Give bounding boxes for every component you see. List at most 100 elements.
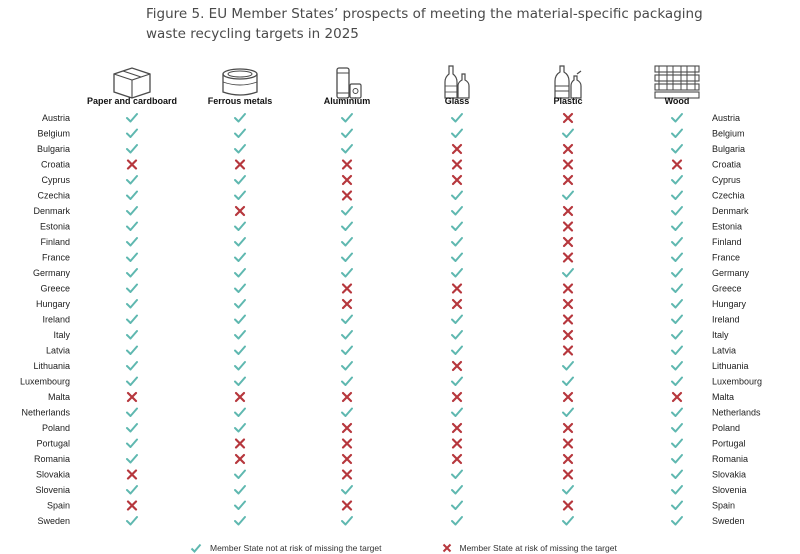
check-mark — [234, 190, 246, 200]
check-mark — [671, 190, 683, 200]
check-mark — [126, 423, 138, 433]
check-mark — [126, 407, 138, 417]
check-mark — [562, 128, 574, 138]
cross-mark — [234, 205, 246, 217]
row-label-left: Slovakia — [36, 470, 70, 480]
legend-item-not-at-risk: Member State not at risk of missing the … — [190, 543, 382, 553]
row-label-left: Belgium — [37, 129, 70, 139]
cross-mark — [562, 422, 574, 434]
cross-mark — [562, 298, 574, 310]
check-mark — [341, 252, 353, 262]
check-mark — [234, 516, 246, 526]
check-mark — [234, 361, 246, 371]
row-label-right: Belgium — [712, 129, 745, 139]
check-mark — [341, 376, 353, 386]
check-mark — [126, 283, 138, 293]
row-label-right: Portugal — [712, 439, 746, 449]
glass-bottles-icon — [444, 65, 470, 99]
check-mark — [126, 314, 138, 324]
check-mark — [562, 190, 574, 200]
check-mark — [671, 221, 683, 231]
check-mark — [341, 485, 353, 495]
check-mark — [671, 454, 683, 464]
check-mark — [671, 299, 683, 309]
check-mark — [671, 376, 683, 386]
check-mark — [562, 376, 574, 386]
check-mark — [341, 516, 353, 526]
row-label-left: Poland — [42, 423, 70, 433]
tin-can-icon — [222, 68, 258, 96]
check-mark — [451, 221, 463, 231]
check-mark — [562, 407, 574, 417]
check-mark — [341, 314, 353, 324]
cross-mark — [562, 252, 574, 263]
cross-mark — [126, 159, 138, 170]
row-label-right: Ireland — [712, 315, 740, 325]
row-label-right: Germany — [712, 268, 750, 278]
check-mark — [341, 113, 353, 123]
check-mark — [126, 268, 138, 278]
cross-mark — [451, 438, 463, 449]
check-mark — [341, 330, 353, 340]
column-header: Aluminium — [324, 96, 371, 106]
cross-mark — [562, 329, 574, 341]
cross-mark — [234, 391, 246, 403]
check-mark — [451, 407, 463, 417]
check-mark — [451, 268, 463, 278]
check-mark — [126, 190, 138, 200]
row-label-right: Czechia — [712, 191, 745, 201]
row-label-left: Cyprus — [41, 175, 70, 185]
row-label-left: Latvia — [46, 346, 70, 356]
row-label-right: Bulgaria — [712, 144, 745, 154]
check-mark — [234, 376, 246, 386]
check-mark — [671, 485, 683, 495]
check-mark — [234, 128, 246, 138]
check-mark — [341, 221, 353, 231]
check-mark — [234, 423, 246, 433]
check-mark — [126, 113, 138, 123]
row-label-right: Netherlands — [712, 408, 761, 418]
column-header: Ferrous metals — [208, 96, 273, 106]
row-label-right: Finland — [712, 237, 742, 247]
cross-mark — [562, 283, 574, 294]
cross-mark — [126, 500, 138, 511]
check-mark — [126, 516, 138, 526]
cross-mark — [341, 190, 353, 201]
row-label-right: Luxembourg — [712, 377, 762, 387]
check-mark — [234, 469, 246, 479]
column-header: Glass — [445, 96, 470, 106]
check-mark — [671, 469, 683, 479]
row-label-left: Germany — [33, 268, 71, 278]
check-mark — [234, 485, 246, 495]
cross-mark — [451, 174, 463, 186]
check-mark — [451, 330, 463, 340]
check-mark — [451, 237, 463, 247]
check-mark — [126, 144, 138, 154]
cross-mark — [234, 159, 246, 170]
row-label-left: Italy — [53, 330, 70, 340]
check-mark — [126, 175, 138, 185]
cross-mark — [451, 422, 463, 434]
cross-mark — [562, 345, 574, 356]
cross-mark — [562, 112, 574, 124]
check-mark — [234, 299, 246, 309]
status-table-chart: Paper and cardboard Ferrous metals Alumini… — [20, 65, 762, 526]
cross-mark — [451, 391, 463, 403]
cross-mark — [234, 438, 246, 449]
check-mark — [126, 485, 138, 495]
check-mark — [671, 314, 683, 324]
cross-mark — [126, 469, 138, 480]
check-mark — [126, 438, 138, 448]
row-label-left: Hungary — [36, 299, 71, 309]
row-label-left: Portugal — [36, 439, 70, 449]
row-label-right: Estonia — [712, 222, 742, 232]
cross-mark — [562, 236, 574, 248]
check-mark — [671, 175, 683, 185]
check-mark — [451, 190, 463, 200]
row-label-left: Finland — [40, 237, 70, 247]
row-label-right: Cyprus — [712, 175, 741, 185]
check-mark — [671, 128, 683, 138]
check-mark — [671, 113, 683, 123]
check-mark — [671, 252, 683, 262]
check-mark — [671, 206, 683, 216]
